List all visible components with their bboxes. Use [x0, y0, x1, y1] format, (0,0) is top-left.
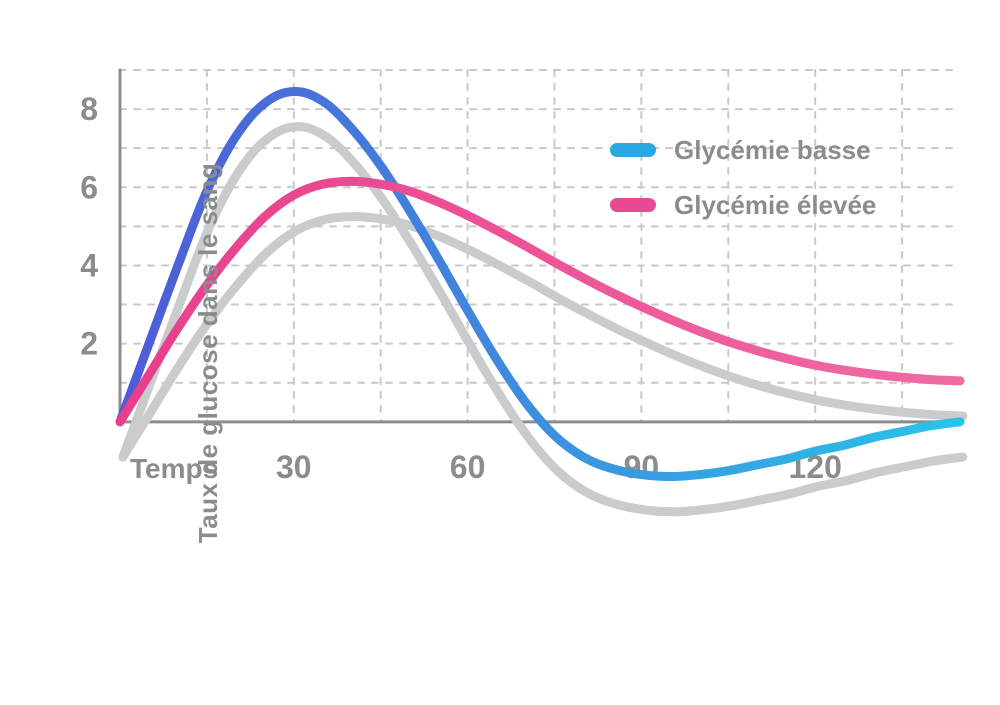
- y-tick-label: 8: [80, 91, 98, 127]
- glycemia-chart: Taux de glucose dans le sang 2468Temps30…: [0, 0, 1000, 705]
- legend-swatch-high: [610, 198, 656, 212]
- y-tick-label: 2: [80, 326, 98, 362]
- y-tick-label: 6: [80, 169, 98, 205]
- legend-swatch-low: [610, 143, 656, 157]
- chart-svg: 2468Temps306090120Glycémie basseGlycémie…: [0, 0, 1000, 705]
- x-tick-label: 30: [276, 449, 312, 485]
- x-tick-label: 60: [450, 449, 486, 485]
- y-axis-title: Taux de glucose dans le sang: [193, 162, 224, 543]
- legend-label-low: Glycémie basse: [674, 135, 871, 165]
- legend-label-high: Glycémie élevée: [674, 190, 876, 220]
- y-tick-label: 4: [80, 247, 98, 283]
